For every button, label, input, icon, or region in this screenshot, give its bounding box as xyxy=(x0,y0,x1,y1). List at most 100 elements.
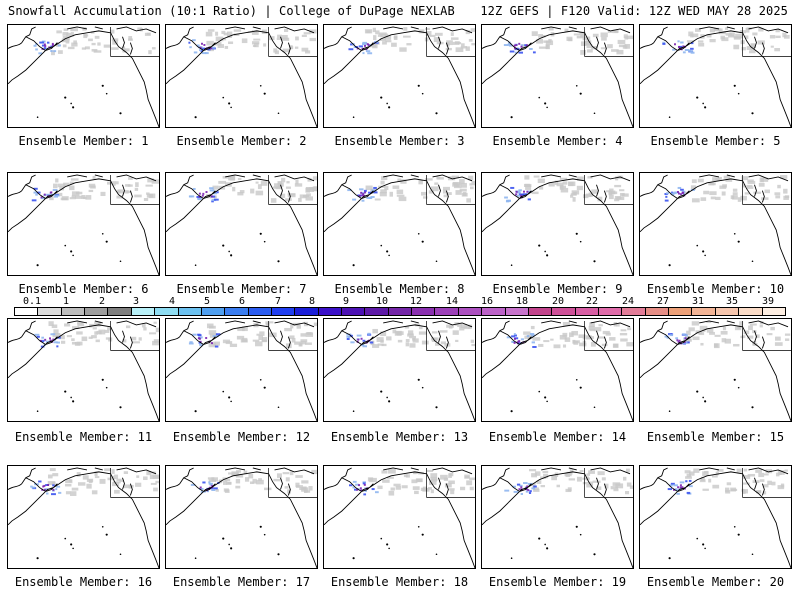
snowfall-colorbar xyxy=(14,307,786,316)
colorbar-segment xyxy=(365,308,389,315)
ensemble-member-label: Ensemble Member: 1 xyxy=(18,134,149,148)
colorbar-segment xyxy=(155,308,179,315)
map-canvas xyxy=(324,26,475,127)
map-canvas xyxy=(324,320,475,421)
ensemble-member-map xyxy=(639,465,792,569)
ensemble-member-map xyxy=(323,465,476,569)
colorbar-segment xyxy=(505,308,529,315)
ensemble-member-label: Ensemble Member: 4 xyxy=(492,134,623,148)
map-canvas xyxy=(482,174,633,275)
valid-time-label: 12Z GEFS | F120 Valid: 12Z WED MAY 28 20… xyxy=(480,4,788,18)
colorbar-tick-label: 9 xyxy=(342,296,350,307)
map-canvas xyxy=(166,26,317,127)
ensemble-member-map xyxy=(7,318,160,422)
colorbar-tick-label: 2 xyxy=(98,296,106,307)
colorbar-segment xyxy=(692,308,716,315)
ensemble-member-map xyxy=(639,318,792,422)
colorbar-segment xyxy=(248,308,272,315)
colorbar-tick-label: 5 xyxy=(203,296,211,307)
colorbar-tick-label: 39 xyxy=(761,296,775,307)
map-canvas xyxy=(166,174,317,275)
ensemble-member-map xyxy=(7,24,160,128)
ensemble-member-map xyxy=(7,465,160,569)
map-canvas xyxy=(8,320,159,421)
ensemble-member-label: Ensemble Member: 2 xyxy=(176,134,307,148)
ensemble-member-map xyxy=(165,172,318,276)
ensemble-member-label: Ensemble Member: 14 xyxy=(488,430,627,444)
map-canvas xyxy=(8,467,159,568)
ensemble-member-map xyxy=(481,172,634,276)
ensemble-member-label: Ensemble Member: 9 xyxy=(492,282,623,296)
ensemble-member-label: Ensemble Member: 18 xyxy=(330,575,469,589)
colorbar-segment xyxy=(201,308,226,315)
colorbar-segment xyxy=(412,308,436,315)
colorbar-segment xyxy=(225,308,249,315)
colorbar-tick-label: 22 xyxy=(585,296,599,307)
map-canvas xyxy=(640,320,791,421)
colorbar-tick-label: 27 xyxy=(656,296,670,307)
colorbar-tick-label: 0.1 xyxy=(22,296,42,307)
ensemble-member-label: Ensemble Member: 5 xyxy=(650,134,781,148)
colorbar-segment xyxy=(552,308,576,315)
colorbar-segment xyxy=(739,308,763,315)
ensemble-member-map xyxy=(481,318,634,422)
colorbar-tick-label: 10 xyxy=(375,296,389,307)
ensemble-member-label: Ensemble Member: 6 xyxy=(18,282,149,296)
map-canvas xyxy=(482,26,633,127)
map-canvas xyxy=(8,174,159,275)
colorbar-tick-label: 14 xyxy=(445,296,459,307)
colorbar-segment xyxy=(271,308,296,315)
ensemble-member-map xyxy=(639,172,792,276)
map-canvas xyxy=(640,467,791,568)
colorbar-segment xyxy=(528,308,553,315)
ensemble-member-label: Ensemble Member: 16 xyxy=(14,575,153,589)
colorbar-segment xyxy=(108,308,132,315)
ensemble-member-label: Ensemble Member: 19 xyxy=(488,575,627,589)
map-canvas xyxy=(166,320,317,421)
colorbar-segment xyxy=(388,308,413,315)
ensemble-member-map xyxy=(639,24,792,128)
map-canvas xyxy=(8,26,159,127)
colorbar-tick-label: 18 xyxy=(515,296,529,307)
colorbar-tick-label: 35 xyxy=(725,296,739,307)
map-canvas xyxy=(640,26,791,127)
colorbar-segment xyxy=(61,308,86,315)
colorbar-segment xyxy=(318,308,343,315)
map-canvas xyxy=(482,320,633,421)
colorbar-segment xyxy=(598,308,623,315)
map-title: Snowfall Accumulation (10:1 Ratio) | Col… xyxy=(8,4,455,18)
ensemble-member-label: Ensemble Member: 3 xyxy=(334,134,465,148)
colorbar-segment xyxy=(645,308,670,315)
ensemble-member-map xyxy=(7,172,160,276)
colorbar-segment xyxy=(178,308,202,315)
colorbar-tick-label: 1 xyxy=(62,296,70,307)
map-canvas xyxy=(482,467,633,568)
colorbar-tick-label: 24 xyxy=(621,296,635,307)
colorbar-segment xyxy=(482,308,506,315)
colorbar-segment xyxy=(458,308,483,315)
colorbar-tick-label: 20 xyxy=(551,296,565,307)
ensemble-member-label: Ensemble Member: 15 xyxy=(646,430,785,444)
ensemble-member-map xyxy=(165,24,318,128)
ensemble-member-map xyxy=(481,465,634,569)
ensemble-member-label: Ensemble Member: 12 xyxy=(172,430,311,444)
ensemble-member-map xyxy=(323,318,476,422)
ensemble-member-label: Ensemble Member: 17 xyxy=(172,575,311,589)
ensemble-member-map xyxy=(165,465,318,569)
ensemble-member-label: Ensemble Member: 8 xyxy=(334,282,465,296)
ensemble-member-label: Ensemble Member: 20 xyxy=(646,575,785,589)
colorbar-segment xyxy=(715,308,740,315)
colorbar-segment xyxy=(15,308,39,315)
map-canvas xyxy=(166,467,317,568)
colorbar-tick-label: 16 xyxy=(480,296,494,307)
ensemble-member-map xyxy=(165,318,318,422)
ensemble-member-label: Ensemble Member: 13 xyxy=(330,430,469,444)
ensemble-member-map xyxy=(323,24,476,128)
colorbar-segment xyxy=(435,308,459,315)
ensemble-member-label: Ensemble Member: 10 xyxy=(646,282,785,296)
colorbar-segment xyxy=(762,308,785,315)
ensemble-member-map xyxy=(481,24,634,128)
colorbar-segment xyxy=(295,308,319,315)
colorbar-tick-label: 7 xyxy=(274,296,282,307)
colorbar-tick-label: 4 xyxy=(168,296,176,307)
